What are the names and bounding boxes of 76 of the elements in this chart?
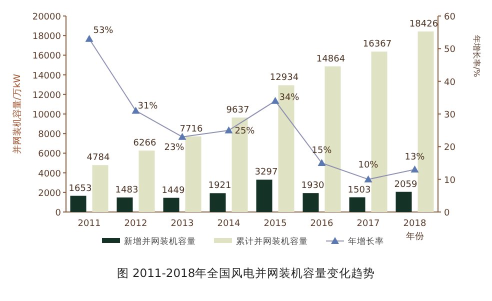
y2-tick-label: 20 [444,143,456,154]
y-tick-label: 4000 [38,169,62,180]
x-tick-label: 2011 [78,219,101,229]
x-tick-label: 2015 [264,219,287,229]
data-label: 12934 [270,73,299,84]
data-label: 1449 [162,186,185,196]
data-label: 18426 [409,19,438,30]
x-tick-label: 2018 [403,219,426,229]
data-label: 25% [234,126,256,136]
data-label: 1653 [68,184,92,194]
y-tick-label: 12000 [32,90,62,101]
bar [210,193,226,212]
y-tick-label: 8000 [38,130,62,140]
y-tick-label: 18000 [32,32,62,42]
y2-tick-label: 40 [444,78,456,88]
x-axis-title: 年份 [406,231,424,242]
bar [185,136,202,212]
point [271,96,280,104]
point [364,175,372,182]
point [224,126,233,134]
x-tick-label: 2014 [217,219,240,229]
data-label: 23% [164,142,185,153]
bar [70,196,86,212]
data-label: 1921 [208,181,232,192]
bar [163,198,180,212]
data-label: 34% [279,92,300,103]
point [132,106,140,114]
data-label: 4784 [86,153,110,164]
y-tick-label: 2000 [38,188,62,199]
y-tick-label: 16000 [32,52,62,62]
x-tick-label: 2012 [124,219,148,229]
data-label: 7716 [180,124,203,134]
bar [302,193,319,212]
data-label: 16367 [362,40,392,50]
bar [138,150,155,212]
x-tick-label: 2016 [310,219,334,229]
data-label: 1930 [301,181,324,192]
y2-tick-label: 0 [444,208,450,218]
data-label: 14864 [316,54,346,64]
data-label: 13% [404,152,426,163]
y2-tick-label: 60 [444,12,456,22]
bar [116,197,133,212]
y-tick-label: 14000 [32,71,62,82]
y2-tick-label: 10 [444,176,456,186]
y-axis-title: 并网装机容量/万kW [12,74,23,154]
y-tick-label: 6000 [38,150,62,160]
y-tick-label: 20000 [32,12,62,22]
data-label: 2059 [394,180,418,190]
data-label: 10% [358,160,379,170]
data-label: 6266 [133,138,156,149]
data-label: 9637 [226,106,250,116]
data-label: 3297 [254,168,278,178]
bar [92,165,108,212]
legend-label: 年增长率 [348,236,384,247]
x-tick-label: 2017 [356,219,380,229]
y-tick-label: 10000 [32,110,62,120]
x-tick-label: 2013 [170,219,194,229]
data-label: 1483 [115,185,138,196]
data-label: 15% [312,146,332,156]
bar [349,197,366,212]
y2-tick-label: 30 [444,110,456,120]
point [178,132,186,140]
legend-label: 新增并网装机容量 [124,236,196,247]
y2-axis-title: 年增长率/% [472,34,481,78]
point [318,159,326,166]
data-label: 1503 [348,185,371,196]
bar [256,180,272,212]
legend-label: 累计并网装机容量 [236,236,308,247]
text: 图 2011-2018年全国风电并网装机容量变化趋势 [116,266,376,280]
y-tick-label: 0 [55,208,62,218]
y2-tick-label: 50 [444,45,456,56]
data-label: 53% [93,26,114,36]
point [85,34,94,42]
data-label: 31% [138,102,158,112]
bar [396,192,412,212]
point [410,166,419,173]
